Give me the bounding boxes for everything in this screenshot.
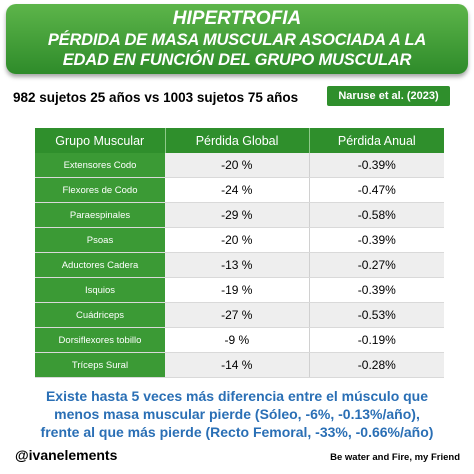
annual-loss-value: -0.19% (309, 327, 444, 353)
annual-loss-value: -0.58% (309, 202, 444, 228)
table-row: Dorsiflexores tobillo -9 % -0.19% (35, 327, 444, 353)
global-loss-value: -9 % (165, 327, 310, 353)
table-row: Cuádriceps -27 % -0.53% (35, 302, 444, 328)
global-loss-value: -13 % (165, 252, 310, 278)
footer-motto: Be water and Fire, my Friend (330, 452, 460, 463)
author-handle: @ivanelements (15, 447, 118, 463)
global-loss-value: -24 % (165, 177, 310, 203)
conclusion-line-3: frente al que más pierde (Recto Femoral,… (40, 424, 434, 440)
muscle-name: Aductores Cadera (35, 252, 165, 278)
annual-loss-value: -0.28% (309, 352, 444, 378)
table-row: Aductores Cadera -13 % -0.27% (35, 252, 444, 278)
muscle-name: Isquios (35, 277, 165, 303)
table-header-row: Grupo Muscular Pérdida Global Pérdida An… (35, 128, 444, 153)
muscle-name: Tríceps Sural (35, 352, 165, 378)
muscle-name: Dorsiflexores tobillo (35, 327, 165, 353)
subjects-summary: 982 sujetos 25 años vs 1003 sujetos 75 a… (13, 90, 299, 105)
title-line-2: PÉRDIDA DE MASA MUSCULAR ASOCIADA A LA (47, 31, 427, 49)
muscle-name: Psoas (35, 227, 165, 253)
citation-badge: Naruse et al. (2023) (327, 86, 450, 106)
header-muscle-group: Grupo Muscular (35, 128, 166, 153)
title-line-3: EDAD EN FUNCIÓN DEL GRUPO MUSCULAR (62, 51, 412, 69)
muscle-name: Flexores de Codo (35, 177, 165, 203)
global-loss-value: -20 % (165, 227, 310, 253)
title-banner: HIPERTROFIA PÉRDIDA DE MASA MUSCULAR ASO… (6, 4, 468, 74)
global-loss-value: -27 % (165, 302, 310, 328)
table-row: Isquios -19 % -0.39% (35, 277, 444, 303)
conclusion-text: Existe hasta 5 veces más diferencia entr… (0, 387, 474, 441)
annual-loss-value: -0.39% (309, 153, 444, 178)
table-row: Paraespinales -29 % -0.58% (35, 202, 444, 228)
muscle-name: Extensores Codo (35, 153, 165, 178)
table-row: Flexores de Codo -24 % -0.47% (35, 177, 444, 203)
annual-loss-value: -0.53% (309, 302, 444, 328)
annual-loss-value: -0.27% (309, 252, 444, 278)
annual-loss-value: -0.39% (309, 277, 444, 303)
muscle-name: Cuádriceps (35, 302, 165, 328)
global-loss-value: -29 % (165, 202, 310, 228)
table-row: Tríceps Sural -14 % -0.28% (35, 352, 444, 378)
muscle-loss-table: Grupo Muscular Pérdida Global Pérdida An… (35, 128, 444, 378)
conclusion-line-1: Existe hasta 5 veces más diferencia entr… (45, 388, 429, 404)
annual-loss-value: -0.47% (309, 177, 444, 203)
header-global-loss: Pérdida Global (165, 128, 310, 153)
global-loss-value: -14 % (165, 352, 310, 378)
annual-loss-value: -0.39% (309, 227, 444, 253)
header-annual-loss: Pérdida Anual (309, 128, 444, 153)
table-row: Psoas -20 % -0.39% (35, 227, 444, 253)
title-hipertrofia: HIPERTROFIA (172, 8, 302, 29)
global-loss-value: -20 % (165, 153, 310, 178)
muscle-name: Paraespinales (35, 202, 165, 228)
table-row: Extensores Codo -20 % -0.39% (35, 153, 444, 178)
conclusion-line-2: menos masa muscular pierde (Sóleo, -6%, … (54, 406, 420, 422)
global-loss-value: -19 % (165, 277, 310, 303)
